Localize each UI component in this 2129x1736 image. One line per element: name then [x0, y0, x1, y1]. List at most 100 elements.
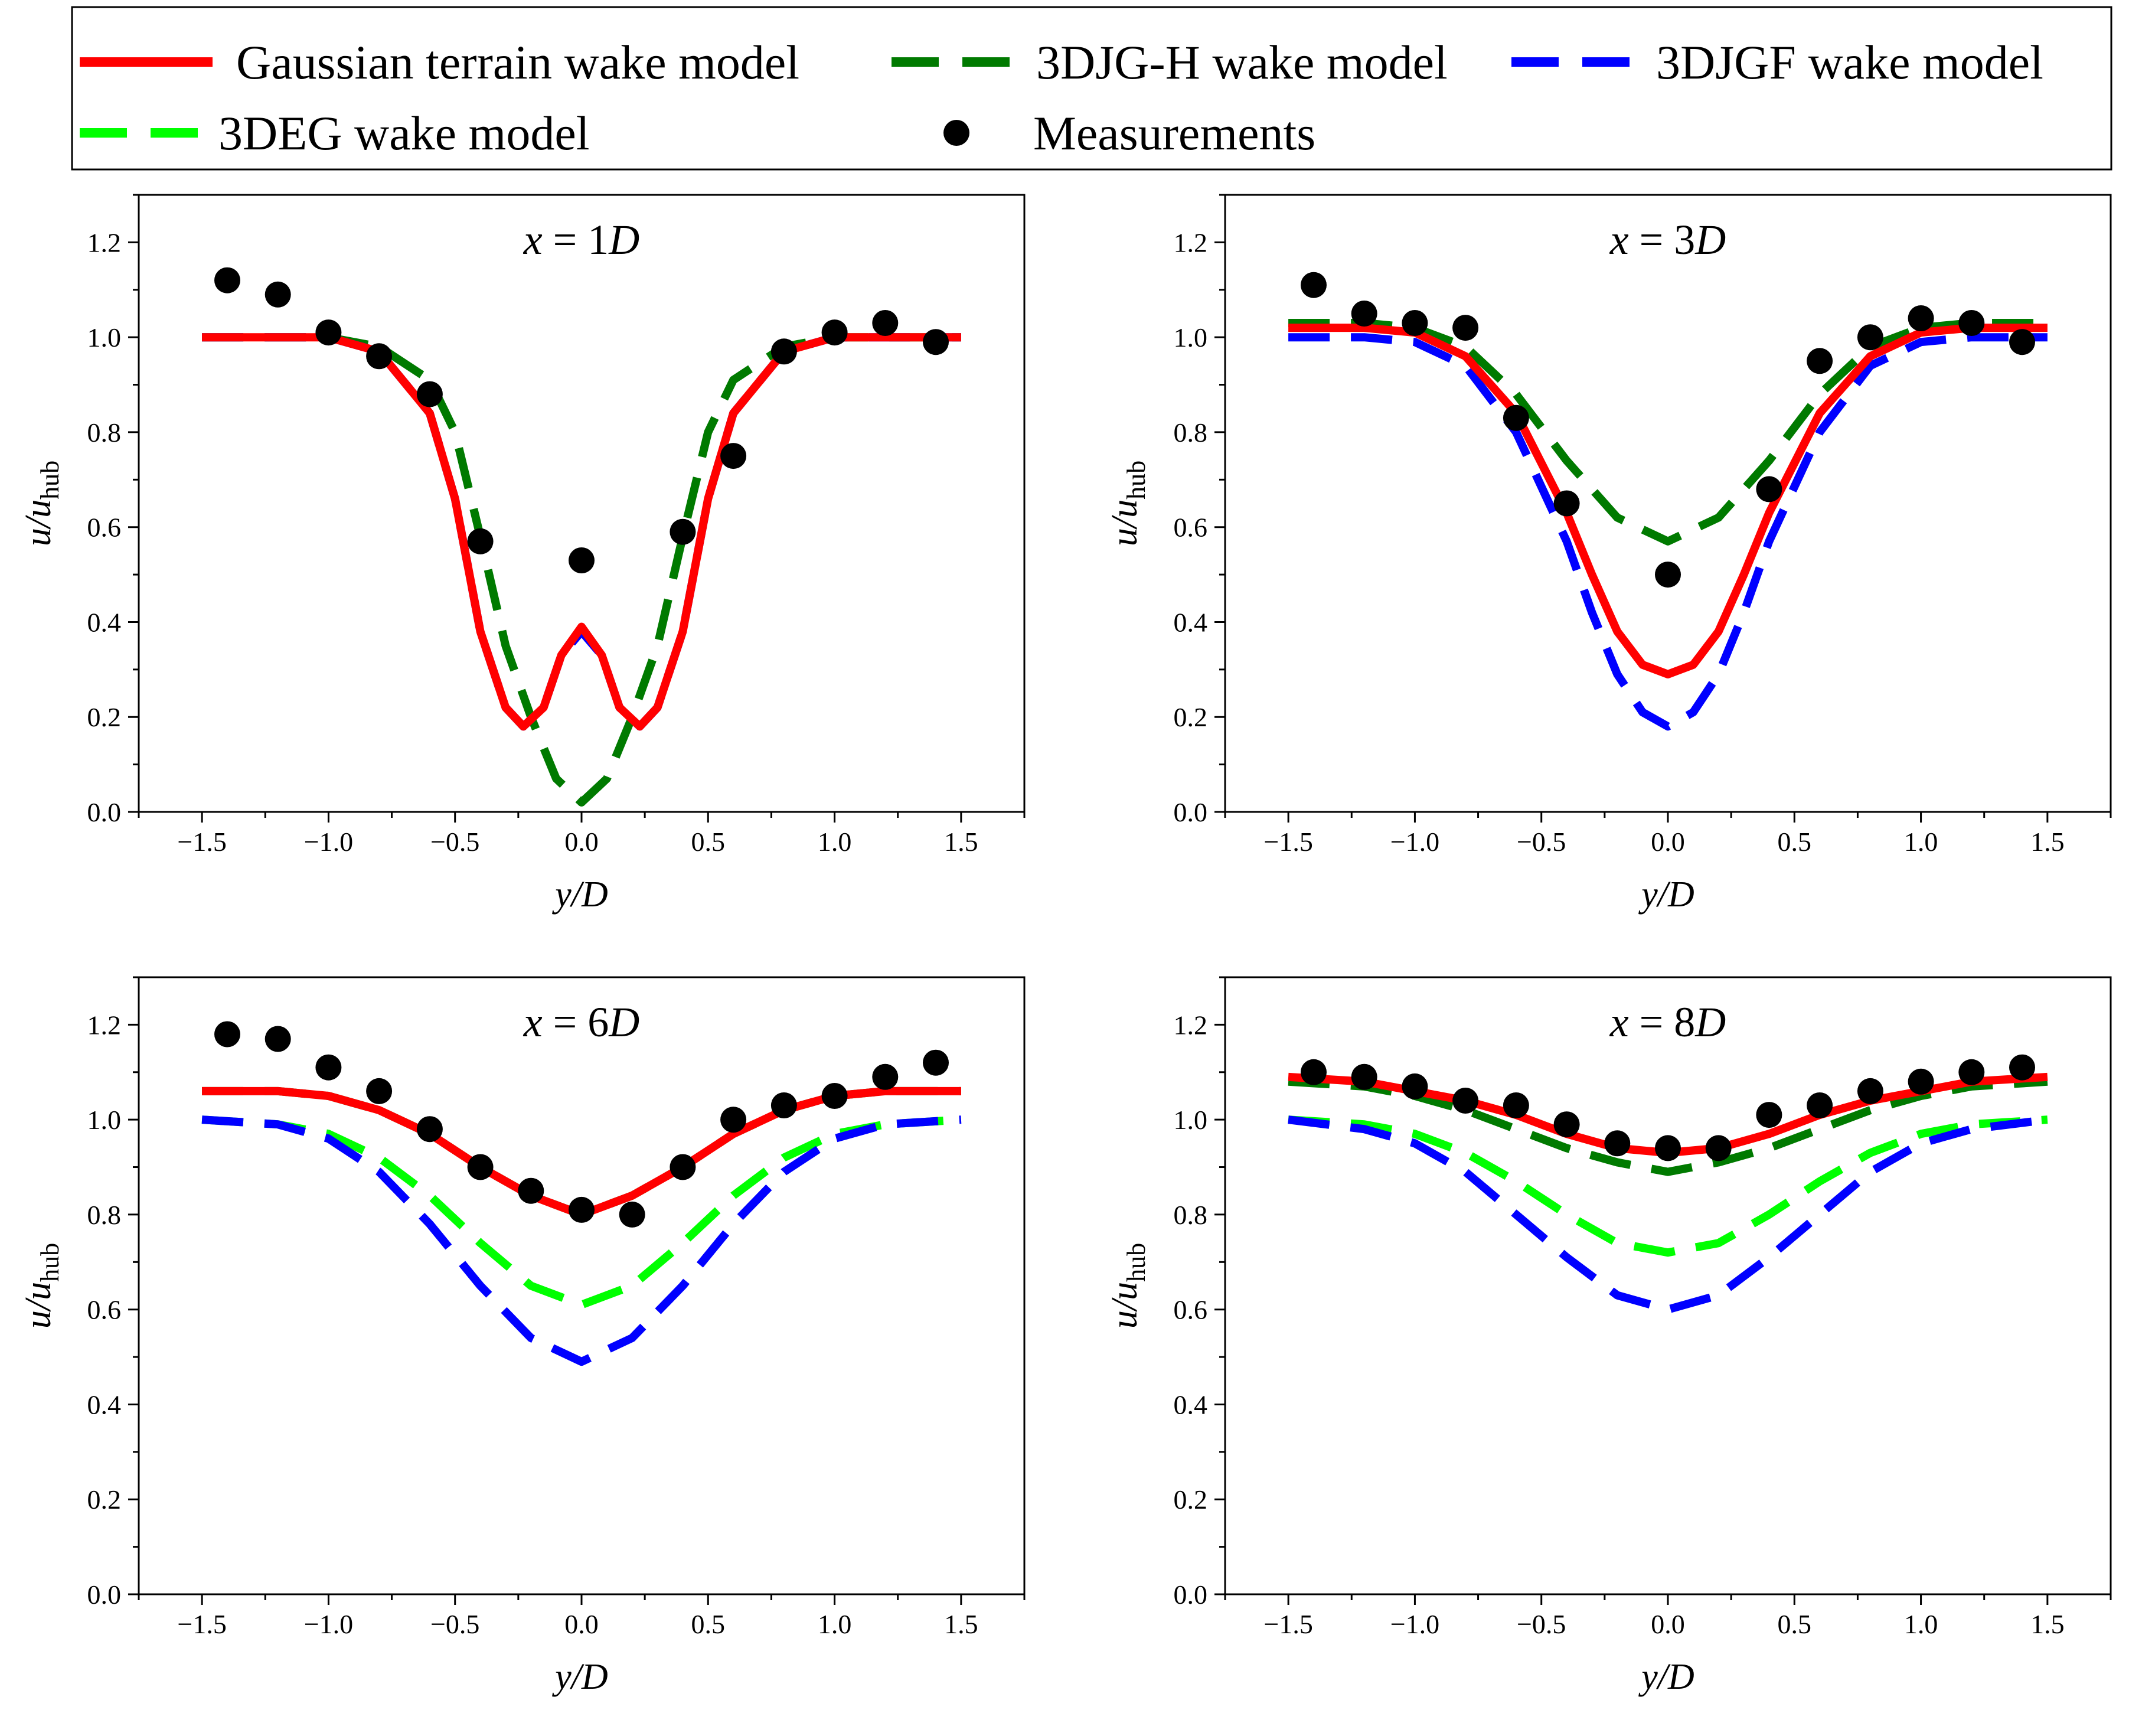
panel-title-eq: = 8	[1629, 998, 1696, 1046]
y-tick-label: 0.4	[1174, 1389, 1208, 1420]
y-tick-label: 0.6	[87, 1295, 122, 1325]
x-tick-label: −1.0	[1390, 827, 1439, 857]
y-tick-label: 0.6	[1174, 513, 1208, 543]
measurement-point	[416, 381, 443, 407]
x-tick-label: −0.5	[1517, 1609, 1566, 1639]
measurement-point	[923, 1049, 949, 1076]
measurement-point	[569, 1196, 595, 1223]
y-tick-label: 1.0	[87, 1105, 122, 1135]
measurement-point	[265, 281, 291, 308]
series-line-gauss	[202, 333, 961, 731]
measurement-point	[569, 547, 595, 573]
y-axis-title-sub: hub	[35, 461, 64, 500]
x-tick-label: 0.5	[691, 1609, 726, 1639]
series-line-djgf	[1288, 333, 2048, 731]
measurement-point	[1807, 348, 1833, 374]
y-axis-title-main: u/u	[18, 1282, 58, 1329]
y-axis-title-main: u/u	[1105, 1282, 1145, 1329]
x-tick-label: 0.5	[1778, 1609, 1812, 1639]
x-axis-title: y/D	[551, 1657, 608, 1697]
panel-title-unit: D	[608, 216, 639, 263]
legend-label-deg: 3DEG wake model	[218, 106, 590, 160]
y-tick-label: 0.8	[87, 417, 122, 448]
panel-3: −1.5 −1.0 −0.5 0.0 0.5 1.0 1.5 0.0 0.2 0.4 0.6 0.8 1…	[18, 976, 1026, 1697]
measurement-point	[416, 1116, 443, 1143]
measurement-point	[265, 1026, 291, 1052]
y-tick-label: 0.6	[1174, 1295, 1208, 1325]
plot-frame	[1224, 194, 2112, 813]
measurement-point	[1402, 1073, 1428, 1099]
measurement-point	[1705, 1135, 1732, 1161]
panel-title-eq: = 6	[543, 998, 609, 1046]
x-tick-label: 1.5	[2030, 1609, 2065, 1639]
y-axis-title: u/uhub	[18, 1243, 64, 1329]
y-axis-title: u/uhub	[18, 461, 64, 546]
x-tick-label: −1.5	[177, 1609, 226, 1639]
legend-label-djgf: 3DJGF wake model	[1656, 35, 2043, 89]
measurement-point	[214, 267, 240, 293]
measurement-point	[1503, 1092, 1529, 1118]
series-line-djgf	[1288, 1115, 2048, 1314]
measurement-point	[1503, 404, 1529, 431]
y-tick-label: 1.0	[87, 322, 122, 353]
y-tick-label: 0.0	[87, 797, 122, 827]
series-line-djgf	[201, 1115, 962, 1366]
measurement-point	[1351, 1063, 1377, 1090]
measurement-point	[1857, 324, 1883, 351]
measurement-point	[366, 1078, 393, 1104]
x-tick-label: 0.5	[1778, 827, 1812, 857]
y-axis-title-main: u/u	[18, 500, 58, 546]
legend-swatch-meas	[943, 120, 969, 146]
measurement-point	[821, 1083, 848, 1109]
y-axis-title: u/uhub	[1105, 461, 1151, 546]
x-tick-label: −1.5	[1263, 1609, 1312, 1639]
y-tick-label: 0.2	[1174, 1484, 1208, 1515]
legend-frame	[71, 6, 2112, 171]
measurement-point	[872, 1063, 899, 1090]
panel-1: −1.5 −1.0 −0.5 0.0 0.5 1.0 1.5 0.0 0.2 0.4 0.6 0.8 1…	[18, 194, 1026, 915]
measurement-point	[315, 319, 342, 346]
panel-title-var: x	[1609, 998, 1629, 1046]
measurement-point	[467, 528, 494, 554]
panel-2: −1.5 −1.0 −0.5 0.0 0.5 1.0 1.5 0.0 0.2 0.4 0.6 0.8 1…	[1105, 194, 2112, 915]
measurement-point	[670, 1154, 696, 1180]
x-tick-label: −1.5	[1263, 827, 1312, 857]
panel-title-eq: = 1	[543, 216, 609, 263]
panel-title-unit: D	[1694, 216, 1726, 263]
series-line-gauss	[1288, 324, 2048, 678]
y-tick-label: 0.2	[1174, 702, 1208, 732]
measurement-point	[1301, 1059, 1327, 1085]
measurement-point	[1958, 1059, 1985, 1085]
x-tick-label: 1.0	[818, 827, 852, 857]
y-axis-title-main: u/u	[1105, 500, 1145, 546]
y-tick-label: 1.0	[1174, 322, 1208, 353]
x-tick-label: 0.5	[691, 827, 726, 857]
x-tick-label: −1.0	[1390, 1609, 1439, 1639]
measurement-point	[1351, 301, 1377, 327]
y-tick-label: 0.0	[1174, 797, 1208, 827]
y-tick-label: 1.2	[1174, 1010, 1208, 1040]
y-tick-label: 0.6	[87, 513, 122, 543]
x-tick-label: −0.5	[430, 1609, 479, 1639]
y-axis-title-sub: hub	[1122, 461, 1151, 500]
measurement-point	[1958, 310, 1985, 336]
x-tick-label: 1.5	[944, 827, 978, 857]
series-line-djgh	[1288, 1077, 2048, 1176]
y-tick-label: 0.4	[87, 1389, 122, 1420]
measurement-point	[366, 343, 393, 370]
series-line-djgh	[1288, 319, 2048, 546]
legend: Gaussian terrain wake model 3DJG-H wake …	[71, 6, 2112, 171]
y-tick-label: 0.0	[1174, 1580, 1208, 1610]
x-tick-label: 1.0	[818, 1609, 852, 1639]
y-axis-title-sub: hub	[35, 1243, 64, 1282]
measurement-point	[315, 1054, 342, 1081]
x-tick-label: 1.0	[1904, 1609, 1938, 1639]
y-tick-label: 1.2	[87, 1010, 122, 1040]
measurement-point	[2009, 1054, 2035, 1081]
measurement-point	[1604, 1130, 1631, 1157]
panel-title-var: x	[1609, 216, 1629, 263]
measurement-point	[1908, 305, 1934, 331]
y-tick-label: 0.4	[1174, 607, 1208, 637]
y-tick-label: 0.0	[87, 1580, 122, 1610]
measurement-point	[1807, 1092, 1833, 1118]
